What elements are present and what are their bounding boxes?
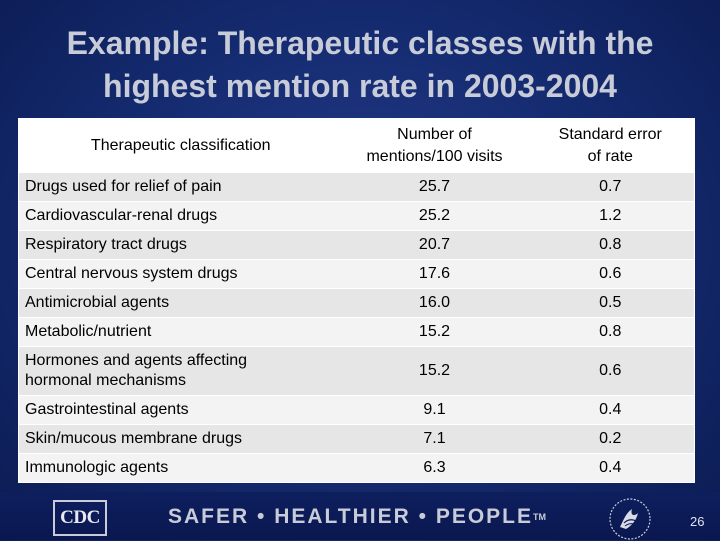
- cell-classification: Cardiovascular-renal drugs: [18, 201, 343, 231]
- header-se-line2: of rate: [587, 147, 633, 165]
- table-row: Skin/mucous membrane drugs 7.1 0.2: [18, 424, 695, 454]
- table-row: Respiratory tract drugs 20.7 0.8: [18, 230, 695, 260]
- slide-title-line1: Example: Therapeutic classes with the: [66, 25, 654, 61]
- cell-mentions: 6.3: [342, 453, 527, 483]
- cell-mentions: 15.2: [342, 346, 527, 396]
- table-row: Cardiovascular-renal drugs 25.2 1.2: [18, 201, 695, 231]
- cell-classification: Central nervous system drugs: [18, 259, 343, 289]
- cell-mentions: 16.0: [342, 288, 527, 318]
- cell-standard-error: 0.2: [526, 424, 695, 454]
- page-number: 26: [690, 514, 705, 529]
- table-header-row: Therapeutic classification Number of men…: [18, 118, 695, 173]
- cdc-logo: CDC: [53, 500, 107, 536]
- cell-standard-error: 0.6: [526, 259, 695, 289]
- table-row: Metabolic/nutrient 15.2 0.8: [18, 317, 695, 347]
- table-row: Immunologic agents 6.3 0.4: [18, 453, 695, 483]
- cell-classification-line2: hormonal mechanisms: [25, 372, 186, 389]
- cell-standard-error: 0.7: [526, 172, 695, 202]
- cell-mentions: 7.1: [342, 424, 527, 454]
- cell-classification: Skin/mucous membrane drugs: [18, 424, 343, 454]
- cell-mentions: 20.7: [342, 230, 527, 260]
- cell-classification: Drugs used for relief of pain: [18, 172, 343, 202]
- cell-standard-error: 0.8: [526, 230, 695, 260]
- table-row: Antimicrobial agents 16.0 0.5: [18, 288, 695, 318]
- footer-tagline-text: SAFER • HEALTHIER • PEOPLE: [168, 505, 534, 528]
- cell-classification: Metabolic/nutrient: [18, 317, 343, 347]
- header-standard-error: Standard error of rate: [526, 118, 695, 173]
- cell-mentions: 25.7: [342, 172, 527, 202]
- header-mentions: Number of mentions/100 visits: [342, 118, 527, 173]
- cell-classification: Immunologic agents: [18, 453, 343, 483]
- cell-classification: Hormones and agents affecting hormonal m…: [18, 346, 343, 396]
- trademark-mark: TM: [533, 512, 547, 522]
- table-row: Central nervous system drugs 17.6 0.6: [18, 259, 695, 289]
- cell-classification-line1: Hormones and agents affecting: [25, 352, 248, 369]
- slide-title: Example: Therapeutic classes with the hi…: [0, 22, 720, 108]
- header-mentions-line2: mentions/100 visits: [366, 147, 503, 165]
- cell-standard-error: 0.5: [526, 288, 695, 318]
- slide-title-line2: highest mention rate in 2003-2004: [103, 68, 617, 104]
- table-row: Hormones and agents affecting hormonal m…: [18, 346, 695, 396]
- header-classification: Therapeutic classification: [18, 118, 343, 173]
- hhs-eagle-icon: [609, 498, 651, 540]
- cell-standard-error: 1.2: [526, 201, 695, 231]
- header-se-line1: Standard error: [558, 125, 662, 143]
- cell-mentions: 17.6: [342, 259, 527, 289]
- cell-mentions: 15.2: [342, 317, 527, 347]
- table-row: Drugs used for relief of pain 25.7 0.7: [18, 172, 695, 202]
- cell-classification: Antimicrobial agents: [18, 288, 343, 318]
- cell-standard-error: 0.4: [526, 395, 695, 425]
- cell-standard-error: 0.4: [526, 453, 695, 483]
- footer-tagline: SAFER • HEALTHIER • PEOPLETM: [168, 504, 588, 530]
- therapeutic-classes-table: Therapeutic classification Number of men…: [18, 118, 695, 483]
- cell-standard-error: 0.8: [526, 317, 695, 347]
- cell-classification: Respiratory tract drugs: [18, 230, 343, 260]
- table-row: Gastrointestinal agents 9.1 0.4: [18, 395, 695, 425]
- cell-standard-error: 0.6: [526, 346, 695, 396]
- cell-classification: Gastrointestinal agents: [18, 395, 343, 425]
- header-mentions-line1: Number of: [397, 125, 472, 143]
- cell-mentions: 9.1: [342, 395, 527, 425]
- footer-bar: [0, 492, 720, 540]
- cell-mentions: 25.2: [342, 201, 527, 231]
